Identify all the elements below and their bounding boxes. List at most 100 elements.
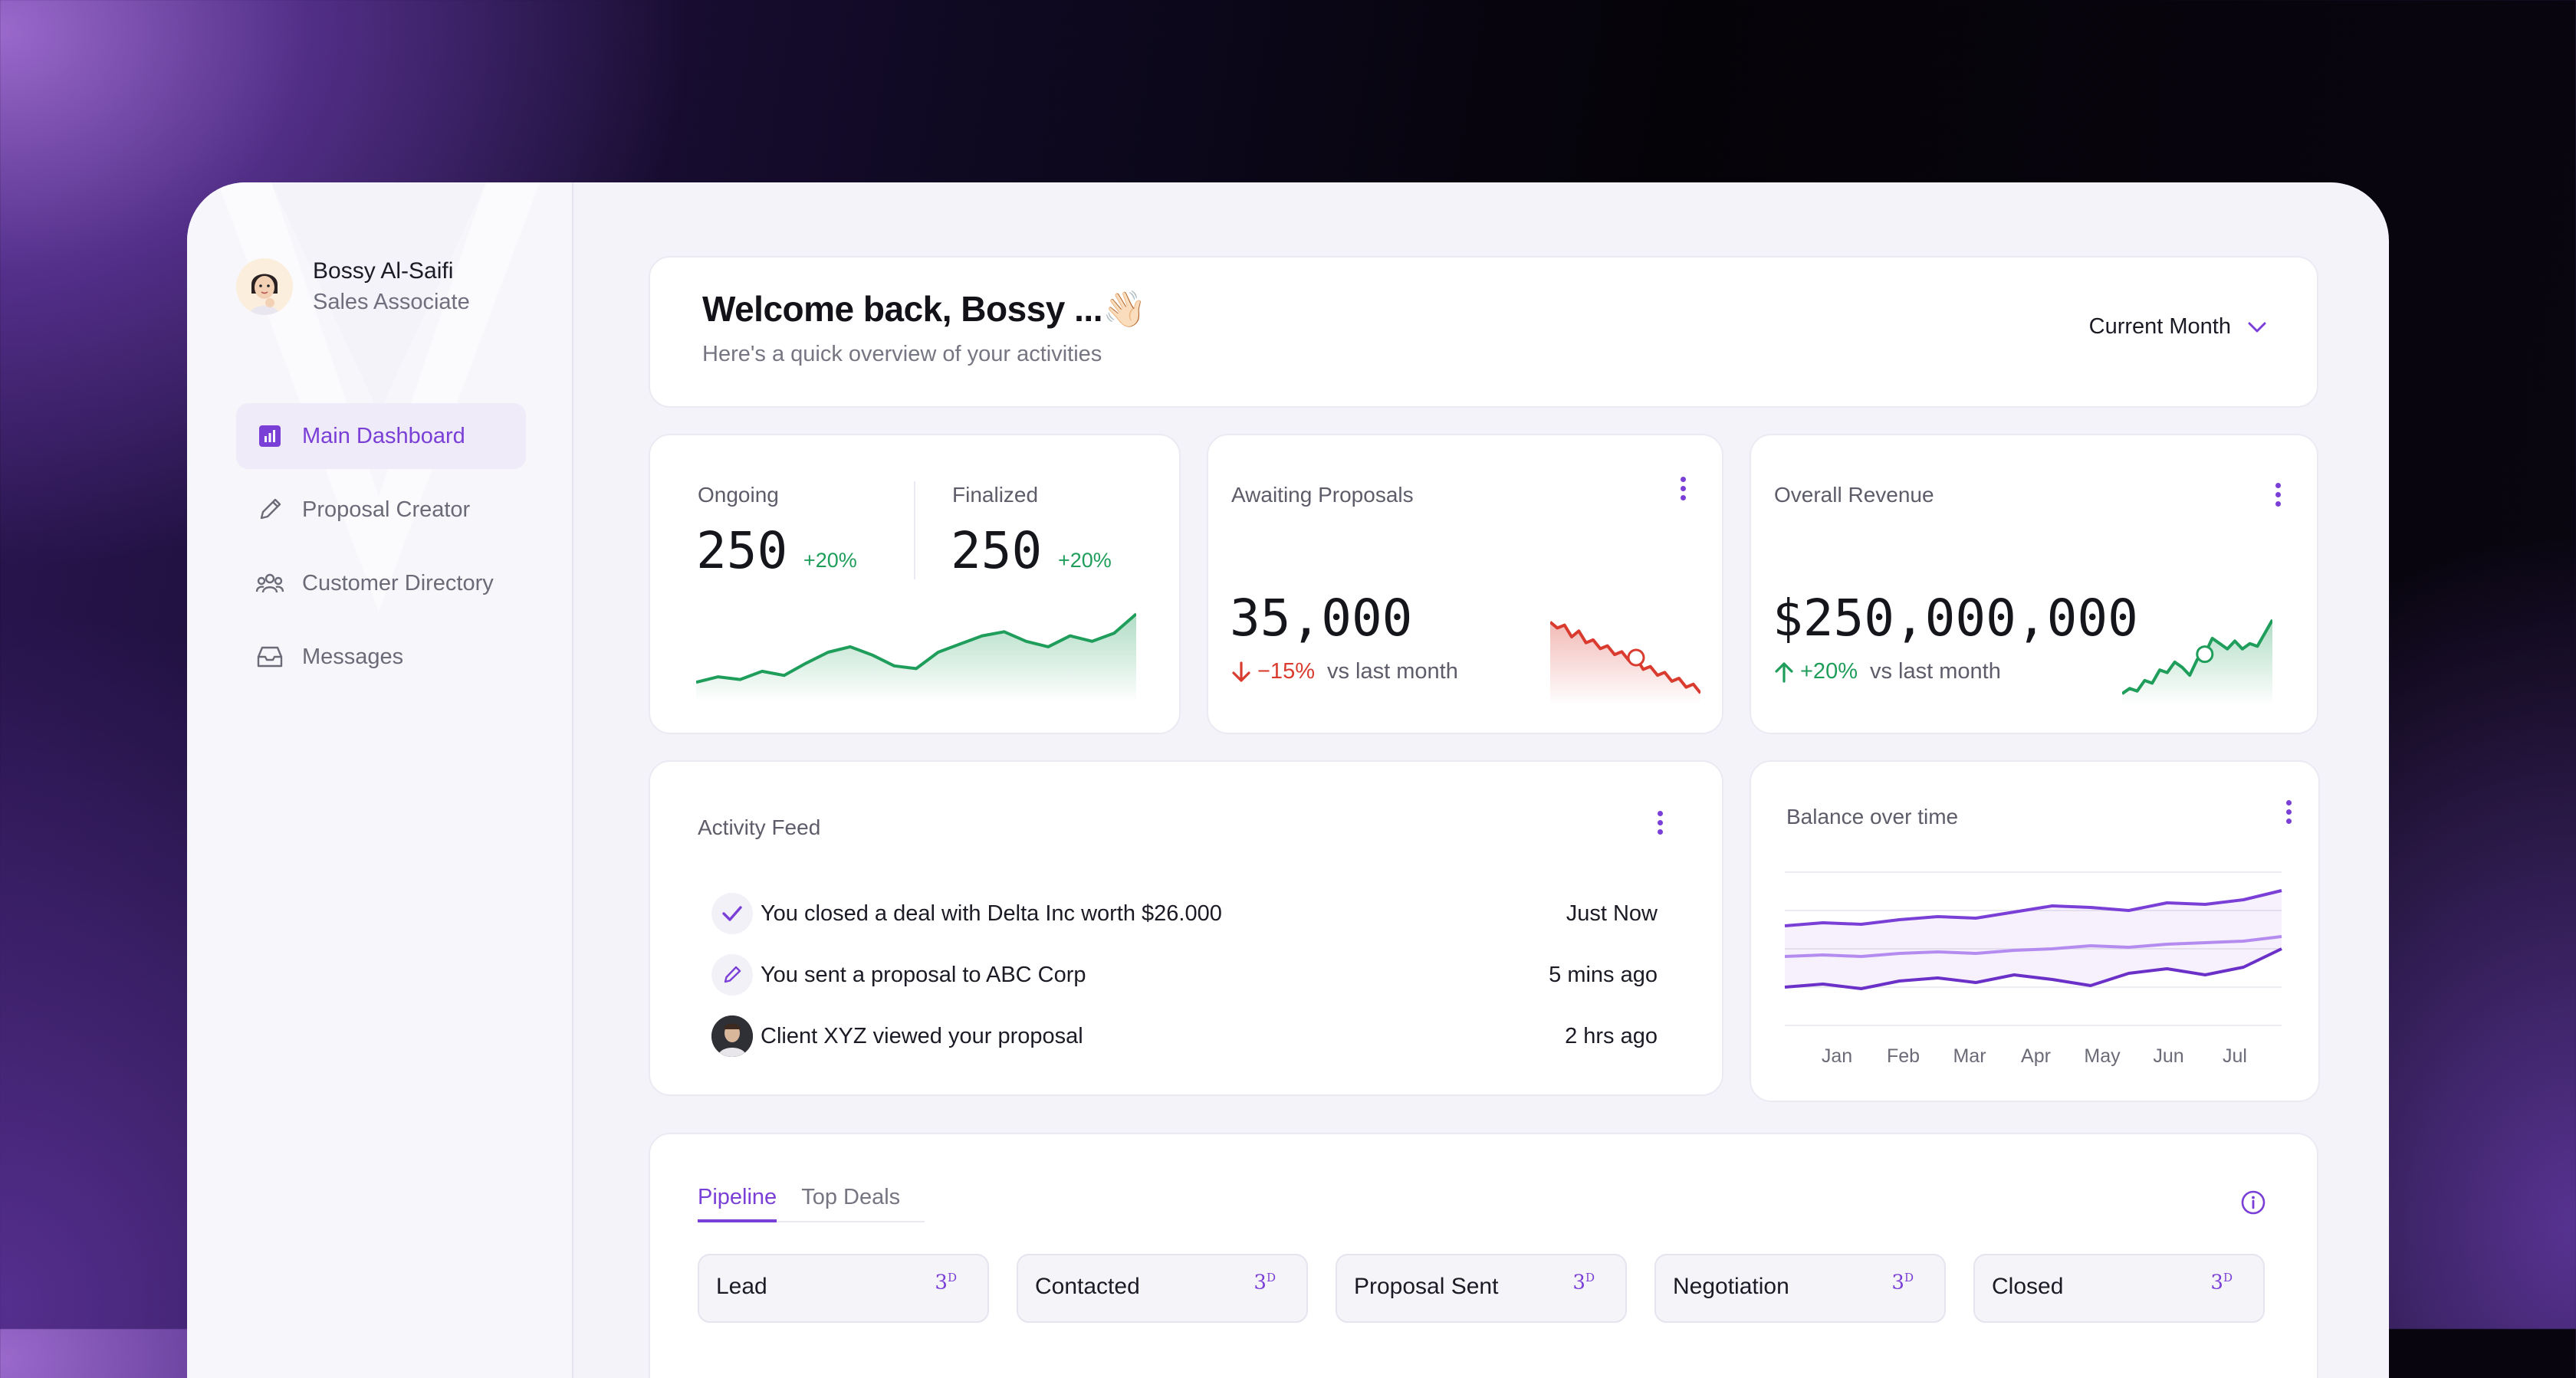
- activity-item[interactable]: You closed a deal with Delta Inc worth $…: [711, 891, 1658, 937]
- activity-time: Just Now: [1566, 901, 1658, 926]
- check-icon: [711, 893, 753, 934]
- x-tick-label: Jul: [2223, 1045, 2247, 1067]
- sidebar-item-customer-directory[interactable]: Customer Directory: [236, 550, 526, 616]
- column-badge: 3D: [2210, 1271, 2233, 1294]
- column-badge: 3D: [1572, 1271, 1595, 1294]
- sidebar-item-proposal-creator[interactable]: Proposal Creator: [236, 477, 526, 543]
- sparkline-line: [2122, 618, 2272, 695]
- sidebar-item-label: Messages: [302, 644, 404, 669]
- revenue-sparkline: [2122, 618, 2272, 705]
- awaiting-compare: vs last month: [1326, 659, 1458, 684]
- column-badge: 3D: [1254, 1271, 1276, 1294]
- series-band: [1785, 891, 2282, 989]
- sidebar-item-messages[interactable]: Messages: [236, 624, 526, 690]
- series-line: [1784, 935, 2282, 958]
- series-line: [1784, 889, 2282, 927]
- awaiting-sparkline: [1550, 621, 1700, 705]
- pencil-icon: [711, 954, 753, 996]
- user-role: Sales Associate: [313, 290, 470, 314]
- finalized-change: +20%: [1058, 549, 1112, 572]
- page-title: Welcome back, Bossy ...👋🏻: [702, 289, 1146, 329]
- series-line: [1784, 947, 2282, 990]
- sidebar-item-label: Customer Directory: [302, 570, 494, 595]
- balance-over-time-card: Balance over time Jan Feb Mar Apr May Jun Jul: [1750, 760, 2320, 1102]
- sidebar-item-label: Proposal Creator: [302, 497, 471, 522]
- column-badge: 3D: [935, 1271, 957, 1294]
- revenue-compare: vs last month: [1869, 659, 2001, 684]
- page-subtitle: Here's a quick overview of your activiti…: [702, 342, 1102, 366]
- column-title: Proposal Sent: [1354, 1274, 1499, 1299]
- sidebar-nav: Main Dashboard Proposal Creator Customer…: [236, 403, 526, 697]
- activity-item[interactable]: Client XYZ viewed your proposal 2 hrs ag…: [711, 1013, 1658, 1059]
- revenue-label: Overall Revenue: [1774, 483, 1934, 507]
- activity-item[interactable]: You sent a proposal to ABC Corp 5 mins a…: [711, 952, 1658, 998]
- overall-revenue-card: Overall Revenue $250,000,000 +20% vs las…: [1750, 434, 2318, 734]
- sidebar-item-main-dashboard[interactable]: Main Dashboard: [236, 403, 526, 469]
- period-label: Current Month: [2088, 314, 2231, 339]
- x-tick-label: Apr: [2021, 1045, 2051, 1067]
- activity-time: 5 mins ago: [1549, 962, 1658, 987]
- more-options-icon[interactable]: [2275, 483, 2282, 509]
- activity-text: You closed a deal with Delta Inc worth $…: [761, 901, 1222, 926]
- activity-text: Client XYZ viewed your proposal: [761, 1023, 1083, 1048]
- x-tick-label: Jun: [2153, 1045, 2183, 1067]
- avatar: [236, 258, 293, 315]
- pipeline-column-lead[interactable]: Lead 3D: [698, 1254, 989, 1323]
- pipeline-card: Pipeline Top Deals Lead 3D Contacted 3D …: [649, 1133, 2318, 1378]
- pipeline-column-proposal-sent[interactable]: Proposal Sent 3D: [1336, 1254, 1627, 1323]
- sidebar: Bossy Al-Saifi Sales Associate Main Dash…: [187, 182, 573, 1378]
- period-dropdown[interactable]: Current Month: [2089, 314, 2266, 340]
- finalized-value: 250: [951, 521, 1043, 580]
- activity-text: You sent a proposal to ABC Corp: [761, 962, 1086, 987]
- revenue-value: $250,000,000: [1773, 589, 2138, 648]
- sidebar-decoration: [218, 182, 540, 612]
- finalized-label: Finalized: [952, 483, 1039, 507]
- balance-chart: Jan Feb Mar Apr May Jun Jul: [1784, 871, 2282, 1067]
- x-tick-label: May: [2084, 1045, 2121, 1067]
- balance-title: Balance over time: [1786, 805, 1959, 828]
- client-avatar: [711, 1015, 753, 1057]
- column-title: Negotiation: [1673, 1274, 1789, 1299]
- awaiting-change: −15%: [1257, 659, 1315, 684]
- awaiting-change-row: −15% vs last month: [1231, 659, 1458, 684]
- info-icon[interactable]: [2240, 1189, 2266, 1216]
- x-tick-label: Jan: [1822, 1045, 1852, 1067]
- pipeline-tabs: Pipeline Top Deals: [698, 1185, 925, 1222]
- user-profile[interactable]: Bossy Al-Saifi Sales Associate: [236, 256, 470, 317]
- sparkline-marker: [2196, 645, 2214, 664]
- bar-chart-icon: [255, 421, 285, 451]
- ongoing-sparkline: [696, 612, 1136, 702]
- welcome-card: Welcome back, Bossy ...👋🏻 Here's a quick…: [649, 256, 2318, 408]
- arrow-down-icon: [1232, 661, 1250, 682]
- ongoing-finalized-card: Ongoing 250 +20% Finalized 250 +20%: [649, 434, 1181, 734]
- column-title: Lead: [716, 1274, 767, 1299]
- users-icon: [255, 568, 285, 599]
- app-window: Bossy Al-Saifi Sales Associate Main Dash…: [187, 182, 2389, 1378]
- revenue-change: +20%: [1800, 659, 1858, 684]
- ongoing-change: +20%: [803, 549, 857, 572]
- more-options-icon[interactable]: [1658, 811, 1664, 837]
- tab-pipeline[interactable]: Pipeline: [698, 1185, 777, 1222]
- awaiting-proposals-card: Awaiting Proposals 35,000 −15% vs last m…: [1207, 434, 1723, 734]
- ongoing-label: Ongoing: [698, 483, 779, 507]
- activity-feed-title: Activity Feed: [698, 815, 821, 839]
- pipeline-column-contacted[interactable]: Contacted 3D: [1017, 1254, 1308, 1323]
- sidebar-item-label: Main Dashboard: [302, 423, 465, 448]
- arrow-up-icon: [1775, 661, 1793, 683]
- inbox-icon: [255, 641, 285, 672]
- more-options-icon[interactable]: [1681, 477, 1687, 503]
- revenue-change-row: +20% vs last month: [1774, 659, 2001, 684]
- ongoing-value: 250: [696, 521, 788, 580]
- user-name: Bossy Al-Saifi: [313, 258, 454, 284]
- x-tick-label: Feb: [1887, 1045, 1920, 1067]
- more-options-icon[interactable]: [2286, 800, 2292, 826]
- x-tick-label: Mar: [1953, 1045, 1986, 1067]
- pipeline-column-negotiation[interactable]: Negotiation 3D: [1654, 1254, 1946, 1323]
- sparkline-marker: [1627, 648, 1645, 667]
- tab-top-deals[interactable]: Top Deals: [801, 1185, 901, 1209]
- column-title: Closed: [1992, 1274, 2064, 1299]
- pipeline-column-closed[interactable]: Closed 3D: [1973, 1254, 2265, 1323]
- awaiting-label: Awaiting Proposals: [1231, 483, 1414, 507]
- pencil-icon: [255, 494, 285, 525]
- sparkline-line: [1550, 621, 1700, 694]
